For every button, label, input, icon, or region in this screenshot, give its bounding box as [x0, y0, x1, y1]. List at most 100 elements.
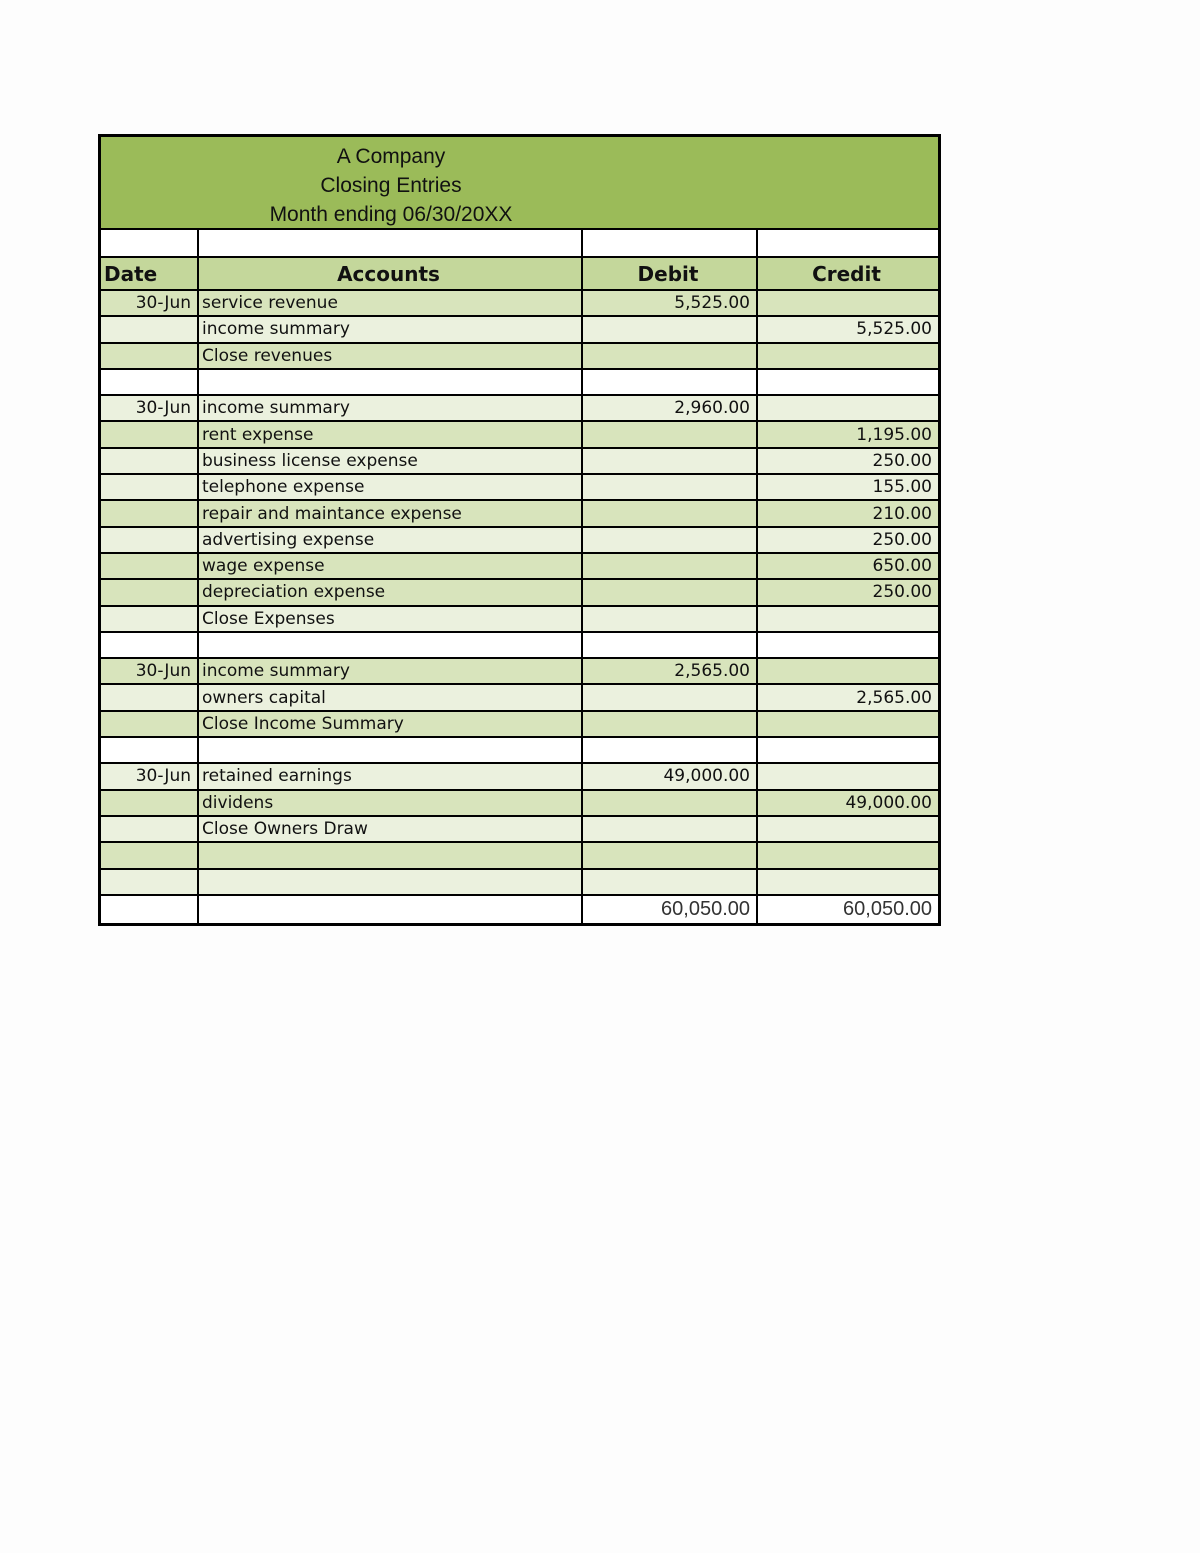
account-cell[interactable] [197, 736, 583, 765]
date-cell[interactable]: 30-Jun [101, 762, 199, 791]
debit-cell[interactable] [581, 709, 758, 739]
account-cell[interactable]: rent expense [197, 420, 583, 449]
debit-cell[interactable] [581, 420, 758, 449]
account-cell[interactable]: repair and maintance expense [197, 499, 583, 528]
date-cell[interactable] [101, 788, 199, 817]
header-credit[interactable]: Credit [756, 256, 938, 291]
debit-cell[interactable] [581, 578, 758, 607]
cell[interactable] [756, 230, 938, 258]
account-cell[interactable]: income summary [197, 657, 583, 686]
account-cell[interactable]: service revenue [197, 288, 583, 318]
date-cell[interactable] [101, 604, 199, 633]
debit-cell[interactable] [581, 341, 758, 370]
account-cell[interactable]: income summary [197, 315, 583, 344]
credit-cell[interactable]: 49,000.00 [756, 788, 938, 817]
total-debit[interactable]: 60,050.00 [581, 893, 758, 923]
date-cell[interactable]: 30-Jun [101, 288, 199, 318]
debit-cell[interactable]: 2,960.00 [581, 394, 758, 423]
debit-cell[interactable] [581, 683, 758, 712]
credit-cell[interactable] [756, 709, 938, 739]
debit-cell[interactable] [581, 736, 758, 765]
date-cell[interactable] [101, 630, 199, 660]
account-cell[interactable]: advertising expense [197, 525, 583, 554]
account-cell[interactable]: income summary [197, 394, 583, 423]
credit-cell[interactable]: 155.00 [756, 473, 938, 502]
account-cell[interactable] [197, 841, 583, 870]
credit-cell[interactable] [756, 867, 938, 896]
date-cell[interactable] [101, 473, 199, 502]
date-cell[interactable] [101, 341, 199, 370]
debit-cell[interactable]: 2,565.00 [581, 657, 758, 686]
date-cell[interactable] [101, 709, 199, 739]
date-cell[interactable] [101, 420, 199, 449]
date-cell[interactable]: 30-Jun [101, 657, 199, 686]
credit-cell[interactable] [756, 762, 938, 791]
credit-cell[interactable]: 210.00 [756, 499, 938, 528]
debit-cell[interactable] [581, 788, 758, 817]
cell[interactable] [197, 230, 583, 258]
account-cell[interactable] [197, 367, 583, 397]
credit-cell[interactable] [756, 736, 938, 765]
debit-cell[interactable] [581, 315, 758, 344]
account-cell[interactable]: retained earnings [197, 762, 583, 791]
credit-cell[interactable] [756, 288, 938, 318]
date-cell[interactable] [101, 867, 199, 896]
cell[interactable] [581, 230, 758, 258]
account-cell[interactable] [197, 630, 583, 660]
date-cell[interactable] [101, 525, 199, 554]
debit-cell[interactable] [581, 551, 758, 581]
debit-cell[interactable] [581, 525, 758, 554]
account-cell[interactable]: depreciation expense [197, 578, 583, 607]
credit-cell[interactable]: 250.00 [756, 446, 938, 476]
debit-cell[interactable] [581, 367, 758, 397]
credit-cell[interactable]: 250.00 [756, 578, 938, 607]
account-cell[interactable] [197, 867, 583, 896]
debit-cell[interactable] [581, 446, 758, 476]
debit-cell[interactable] [581, 499, 758, 528]
credit-cell[interactable] [756, 814, 938, 844]
credit-cell[interactable]: 5,525.00 [756, 315, 938, 344]
date-cell[interactable] [101, 841, 199, 870]
debit-cell[interactable] [581, 473, 758, 502]
credit-cell[interactable]: 1,195.00 [756, 420, 938, 449]
total-credit[interactable]: 60,050.00 [756, 893, 938, 923]
account-cell[interactable]: wage expense [197, 551, 583, 581]
debit-cell[interactable]: 5,525.00 [581, 288, 758, 318]
date-cell[interactable] [101, 367, 199, 397]
cell[interactable] [197, 893, 583, 923]
debit-cell[interactable] [581, 630, 758, 660]
credit-cell[interactable] [756, 367, 938, 397]
credit-cell[interactable] [756, 630, 938, 660]
cell[interactable] [101, 893, 199, 923]
credit-cell[interactable] [756, 841, 938, 870]
account-cell[interactable]: Close Expenses [197, 604, 583, 633]
cell[interactable] [101, 230, 199, 258]
account-cell[interactable]: dividens [197, 788, 583, 817]
account-cell[interactable]: telephone expense [197, 473, 583, 502]
credit-cell[interactable]: 650.00 [756, 551, 938, 581]
date-cell[interactable] [101, 736, 199, 765]
date-cell[interactable] [101, 551, 199, 581]
date-cell[interactable]: 30-Jun [101, 394, 199, 423]
debit-cell[interactable] [581, 814, 758, 844]
date-cell[interactable] [101, 578, 199, 607]
debit-cell[interactable]: 49,000.00 [581, 762, 758, 791]
debit-cell[interactable] [581, 841, 758, 870]
date-cell[interactable] [101, 499, 199, 528]
credit-cell[interactable]: 2,565.00 [756, 683, 938, 712]
account-cell[interactable]: owners capital [197, 683, 583, 712]
header-accounts[interactable]: Accounts [197, 256, 583, 291]
credit-cell[interactable] [756, 657, 938, 686]
date-cell[interactable] [101, 683, 199, 712]
debit-cell[interactable] [581, 604, 758, 633]
debit-cell[interactable] [581, 867, 758, 896]
credit-cell[interactable] [756, 394, 938, 423]
date-cell[interactable] [101, 814, 199, 844]
header-debit[interactable]: Debit [581, 256, 758, 291]
credit-cell[interactable]: 250.00 [756, 525, 938, 554]
account-cell[interactable]: Close Income Summary [197, 709, 583, 739]
credit-cell[interactable] [756, 604, 938, 633]
date-cell[interactable] [101, 446, 199, 476]
account-cell[interactable]: Close Owners Draw [197, 814, 583, 844]
header-date[interactable]: Date [101, 256, 199, 291]
